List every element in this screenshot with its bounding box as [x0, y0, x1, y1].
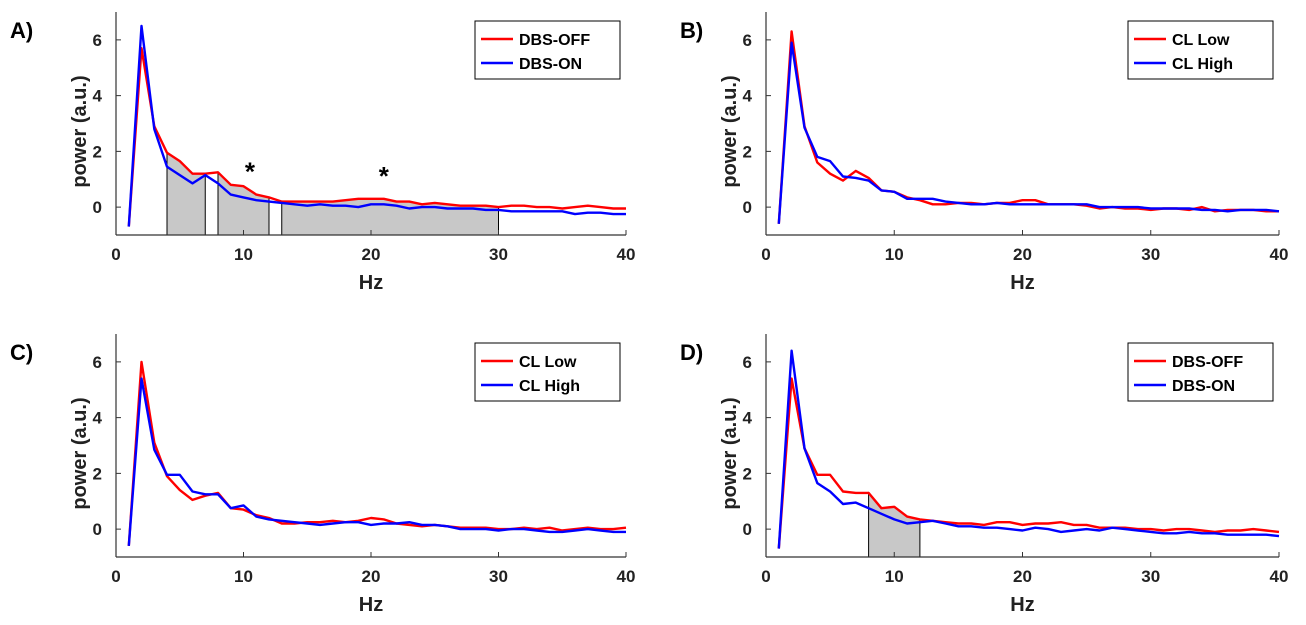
y-tick-label: 2: [93, 464, 102, 483]
panel-label: C): [10, 340, 33, 365]
x-tick-label: 10: [234, 567, 253, 586]
x-tick-label: 30: [1141, 245, 1160, 264]
y-tick-label: 4: [743, 409, 753, 428]
legend-label: CL Low: [1172, 32, 1230, 49]
legend-label: CL Low: [519, 354, 577, 371]
panel-c: C) 0 10 20 30 40 0 2 4 6 Hz power (a.u.) CL Low CL Hi…: [10, 334, 635, 616]
x-tick-label: 40: [617, 567, 636, 586]
y-tick-label: 6: [743, 353, 752, 372]
y-tick-label: 6: [93, 353, 102, 372]
series-line-dbs-off: [777, 377, 1280, 549]
x-axis-title: Hz: [1010, 594, 1034, 616]
series-line-cl-high: [127, 377, 626, 546]
legend-box: [474, 342, 621, 402]
x-tick-label: 40: [1270, 245, 1289, 264]
y-tick-label: 0: [93, 198, 102, 217]
x-tick-label: 30: [489, 245, 508, 264]
legend-label: DBS-OFF: [519, 32, 590, 49]
series-line-dbs-on: [777, 349, 1280, 549]
panel-label: A): [10, 18, 33, 43]
x-tick-label: 20: [1013, 245, 1032, 264]
legend-label: DBS-ON: [519, 56, 582, 73]
panel-b: B) 0 10 20 30 40 0 2 4 6 Hz power (a.u.) CL Low CL Hi…: [680, 12, 1288, 294]
x-tick-label: 30: [489, 567, 508, 586]
panel-label: D): [680, 340, 703, 365]
x-tick-label: 0: [111, 245, 120, 264]
panel-label: B): [680, 18, 703, 43]
y-tick-label: 4: [93, 409, 103, 428]
y-tick-label: 0: [743, 198, 752, 217]
x-tick-label: 20: [362, 567, 381, 586]
legend-box: [1127, 20, 1274, 80]
x-tick-label: 40: [1270, 567, 1289, 586]
x-tick-label: 10: [885, 245, 904, 264]
x-tick-label: 30: [1141, 567, 1160, 586]
y-tick-label: 0: [93, 520, 102, 539]
y-tick-label: 2: [743, 464, 752, 483]
y-axis-title: power (a.u.): [719, 75, 741, 187]
x-axis-title: Hz: [1010, 272, 1034, 294]
y-tick-label: 4: [93, 87, 103, 106]
x-tick-label: 0: [111, 567, 120, 586]
legend-box: [474, 20, 621, 80]
significance-star: *: [245, 157, 256, 187]
y-tick-label: 4: [743, 87, 753, 106]
legend-box: [1127, 342, 1274, 402]
panel-d: D) 0 10 20 30 40 0 2 4 6 Hz power (a.u.) DBS-OFF DBS-…: [680, 334, 1288, 616]
legend-label: CL High: [519, 378, 580, 395]
x-tick-label: 20: [1013, 567, 1032, 586]
y-axis-title: power (a.u.): [69, 397, 91, 509]
series-line-dbs-on: [127, 24, 626, 227]
y-tick-label: 0: [743, 520, 752, 539]
legend-label: CL High: [1172, 56, 1233, 73]
significance-star: *: [379, 161, 390, 191]
x-tick-label: 20: [362, 245, 381, 264]
legend-label: DBS-ON: [1172, 378, 1235, 395]
x-tick-label: 0: [761, 567, 770, 586]
y-tick-label: 2: [93, 142, 102, 161]
y-tick-label: 2: [743, 142, 752, 161]
x-tick-label: 40: [617, 245, 636, 264]
y-axis-title: power (a.u.): [719, 397, 741, 509]
shaded-band: [166, 151, 206, 236]
y-tick-label: 6: [743, 31, 752, 50]
x-tick-label: 10: [885, 567, 904, 586]
panel-a: A) 0 10 20 30 40 0 2 4 6 Hz power (a.u.) * * DBS-OFF DB…: [10, 12, 635, 294]
y-axis-title: power (a.u.): [69, 75, 91, 187]
x-axis-title: Hz: [359, 272, 383, 294]
x-axis-title: Hz: [359, 594, 383, 616]
x-tick-label: 0: [761, 245, 770, 264]
series-line-dbs-off: [127, 47, 626, 227]
y-tick-label: 6: [93, 31, 102, 50]
legend-label: DBS-OFF: [1172, 354, 1243, 371]
shaded-band: [217, 171, 270, 236]
x-tick-label: 10: [234, 245, 253, 264]
series-line-cl-high: [777, 41, 1280, 224]
